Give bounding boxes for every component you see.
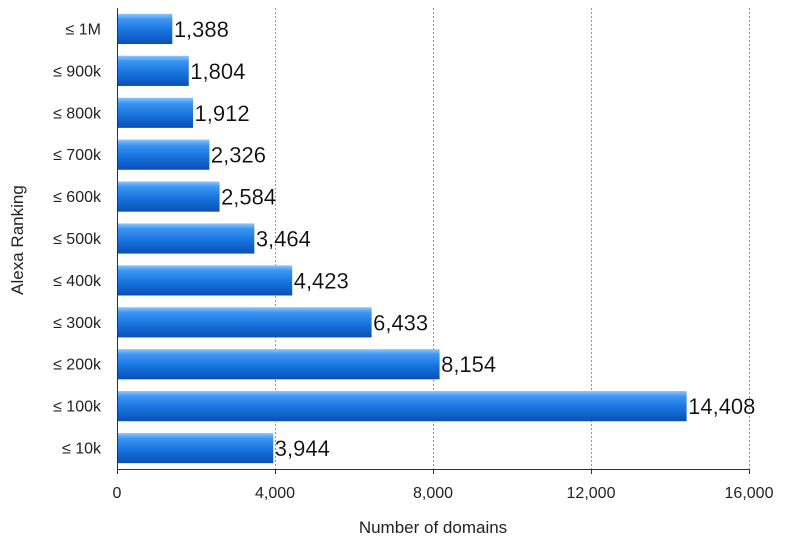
data-label-5: 3,464 (256, 227, 311, 252)
bar-5 (117, 223, 255, 254)
data-label-7: 6,433 (373, 310, 428, 335)
data-label-6: 4,423 (294, 268, 349, 293)
data-label-1: 1,804 (190, 59, 245, 84)
bar-10 (117, 432, 274, 464)
bar-7 (117, 307, 372, 338)
bar-0 (117, 13, 173, 45)
data-label-9: 14,408 (688, 394, 755, 419)
tick-labels: ≤ 1M ≤ 900k ≤ 800k ≤ 700k ≤ 600k ≤ 500k ≤ 400k… (53, 21, 773, 502)
bar-8 (117, 349, 440, 380)
y-tick-label-0: ≤ 1M (66, 21, 101, 38)
y-tick-label-6: ≤ 400k (53, 273, 102, 290)
x-tick-label-4: 16,000 (725, 485, 774, 502)
y-tick-label-3: ≤ 700k (53, 147, 102, 164)
data-label-8: 8,154 (441, 352, 496, 377)
data-label-4: 2,584 (221, 185, 276, 210)
bars (117, 13, 687, 464)
y-axis-title: Alexa Ranking (8, 185, 27, 295)
x-tick-label-2: 8,000 (413, 485, 453, 502)
bar-9 (117, 391, 687, 422)
data-label-2: 1,912 (195, 101, 250, 126)
data-label-3: 2,326 (211, 143, 266, 168)
y-tick-label-8: ≤ 200k (53, 357, 102, 374)
x-tick-label-0: 0 (113, 485, 122, 502)
y-tick-label-1: ≤ 900k (53, 63, 102, 80)
bar-6 (117, 265, 293, 296)
bar-2 (117, 97, 194, 128)
y-tick-label-9: ≤ 100k (53, 399, 102, 416)
y-tick-label-4: ≤ 600k (53, 189, 102, 206)
y-tick-label-2: ≤ 800k (53, 105, 102, 122)
x-tick-label-3: 12,000 (567, 485, 616, 502)
data-label-0: 1,388 (174, 17, 229, 42)
y-tick-label-7: ≤ 300k (53, 315, 102, 332)
x-axis-title: Number of domains (359, 518, 507, 537)
bar-1 (117, 55, 189, 86)
y-tick-label-5: ≤ 500k (53, 231, 102, 248)
bar-4 (117, 181, 220, 212)
y-tick-label-10: ≤ 10k (62, 441, 102, 458)
data-labels: 1,388 1,804 1,912 2,326 2,584 3,464 4,423 6,433… (174, 17, 756, 461)
bar-3 (117, 139, 210, 170)
data-label-10: 3,944 (275, 436, 330, 461)
x-tick-label-1: 4,000 (255, 485, 295, 502)
